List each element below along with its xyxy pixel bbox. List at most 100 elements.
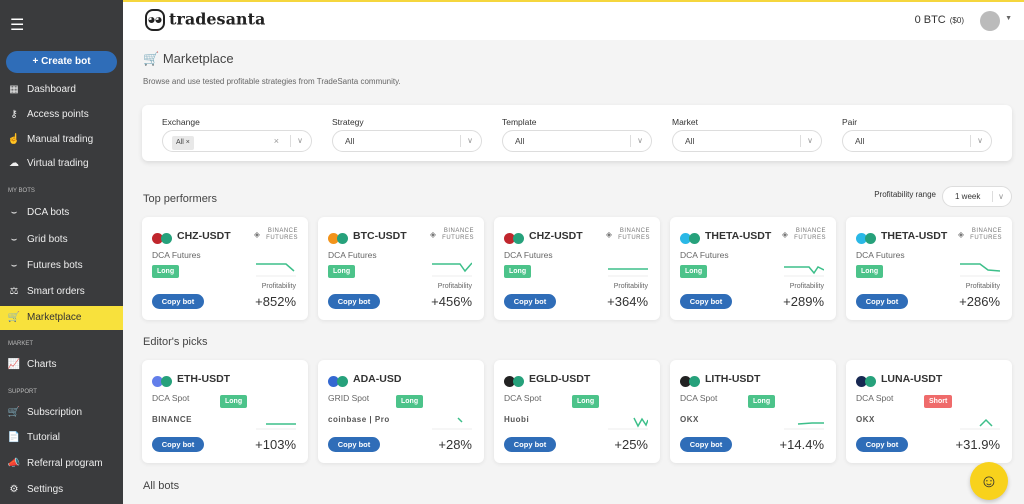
copy-bot-button[interactable]: Copy bot	[856, 437, 908, 452]
sidebar-item-virtual-trading[interactable]: ☁ Virtual trading	[0, 152, 123, 176]
template-select[interactable]: All ∨	[502, 130, 652, 152]
sidebar-item-dashboard[interactable]: ▦ Dashboard	[0, 78, 123, 102]
copy-bot-button[interactable]: Copy bot	[152, 437, 204, 452]
bot-card[interactable]: THETA-USDT ◈ BINANCE FUTURES DCA Futures L…	[670, 217, 836, 320]
exchange-logo: BINANCE FUTURES	[970, 228, 1002, 241]
copy-bot-button[interactable]: Copy bot	[152, 294, 204, 309]
direction-badge: Long	[328, 265, 356, 278]
direction-badge: Long	[152, 265, 180, 278]
exchange-logo: BINANCE FUTURES	[618, 228, 650, 241]
sidebar-item-settings[interactable]: ⚙ Settings	[0, 478, 123, 502]
copy-bot-button[interactable]: Copy bot	[504, 437, 556, 452]
pair-name: BTC-USDT	[353, 230, 407, 242]
exchange-logo: OKX	[680, 415, 699, 424]
profit-sparkline	[784, 422, 824, 430]
exchange-select[interactable]: All × × ∨	[162, 130, 312, 152]
copy-bot-button[interactable]: Copy bot	[680, 294, 732, 309]
binance-logo-icon: ◈	[781, 230, 788, 239]
copy-bot-button[interactable]: Copy bot	[328, 294, 380, 309]
range-value: 1 week	[955, 192, 981, 201]
profit-value: +456%	[431, 294, 472, 309]
sidebar-section-label: MY BOTS	[8, 188, 35, 194]
pair-select[interactable]: All ∨	[842, 130, 992, 152]
brand-name: tradesanta	[169, 9, 266, 29]
pair-name: CHZ-USDT	[177, 230, 231, 242]
exchange-logo: BINANCE FUTURES	[266, 228, 298, 241]
exchange-logo: Huobi	[504, 415, 530, 424]
sidebar-section-label: MARKET	[8, 341, 34, 347]
hand-icon: ☝	[7, 134, 21, 145]
chevron-down-icon: ∨	[630, 135, 643, 147]
sidebar-item-grid-bots[interactable]: ⌣ Grid bots	[0, 228, 123, 252]
market-select[interactable]: All ∨	[672, 130, 822, 152]
sidebar-item-tutorial[interactable]: 📄 Tutorial	[0, 426, 123, 450]
sidebar-item-subscription[interactable]: 🛒 Subscription	[0, 401, 123, 425]
sidebar-item-dca-bots[interactable]: ⌣ DCA bots	[0, 201, 123, 225]
balance: 0 BTC ($0)	[915, 14, 964, 26]
bot-card[interactable]: ETH-USDT BINANCE DCA Spot Long Copy bot +…	[142, 360, 308, 463]
cart-icon: 🛒	[143, 51, 160, 66]
logo[interactable]: ◕◕ tradesanta	[145, 9, 265, 31]
bot-card[interactable]: LUNA-USDT OKX DCA Spot Short Copy bot +31…	[846, 360, 1012, 463]
direction-badge: Short	[924, 395, 953, 408]
copy-bot-button[interactable]: Copy bot	[680, 437, 732, 452]
coin-pair-icon	[680, 374, 702, 387]
exchange-chip[interactable]: All ×	[172, 136, 194, 150]
avatar[interactable]	[980, 11, 1000, 31]
menu-icon[interactable]: ☰	[10, 17, 25, 34]
sidebar-item-futures-bots[interactable]: ⌣ Futures bots	[0, 254, 123, 278]
pair-name: EGLD-USDT	[529, 373, 591, 385]
sidebar-item-access-points[interactable]: ⚷ Access points	[0, 103, 123, 127]
profit-sparkline	[432, 262, 472, 277]
exchange-logo: BINANCE FUTURES	[442, 228, 474, 241]
sidebar-item-charts[interactable]: 📈 Charts	[0, 353, 123, 377]
dca-bots-icon: ⌣	[10, 207, 18, 218]
page-subtitle: Browse and use tested profitable strateg…	[143, 77, 401, 86]
bot-card[interactable]: THETA-USDT ◈ BINANCE FUTURES DCA Futures L…	[846, 217, 1012, 320]
profit-sparkline	[432, 417, 472, 430]
santa-logo-icon: ◕◕	[145, 9, 165, 31]
bot-card[interactable]: EGLD-USDT Huobi DCA Spot Long Copy bot +2…	[494, 360, 660, 463]
chevron-down-icon[interactable]: ▼	[1005, 15, 1012, 22]
sidebar-item-label: Charts	[27, 359, 57, 370]
sidebar-item-smart-orders[interactable]: ⚖ Smart orders	[0, 280, 123, 304]
copy-bot-button[interactable]: Copy bot	[328, 437, 380, 452]
profit-sparkline	[960, 418, 1000, 430]
direction-badge: Long	[396, 395, 424, 408]
sidebar: ☰ + Create bot ▦ Dashboard ⚷ Access points ☝…	[0, 0, 123, 504]
sidebar-item-label: Futures bots	[27, 260, 83, 271]
profit-sparkline	[960, 263, 1000, 277]
bot-card[interactable]: CHZ-USDT ◈ BINANCE FUTURES DCA Futures Lon…	[494, 217, 660, 320]
strategy-select[interactable]: All ∨	[332, 130, 482, 152]
pair-name: CHZ-USDT	[529, 230, 583, 242]
clear-icon[interactable]: ×	[273, 136, 279, 146]
pair-name: THETA-USDT	[881, 230, 948, 242]
sidebar-item-manual-trading[interactable]: ☝ Manual trading	[0, 128, 123, 152]
chevron-down-icon: ∨	[290, 135, 303, 147]
profit-sparkline	[784, 266, 824, 277]
profitability-range-select[interactable]: 1 week ∨	[942, 186, 1012, 207]
sidebar-section-label: SUPPORT	[8, 389, 37, 395]
profit-sparkline	[256, 423, 296, 430]
filters-panel: Exchange All × × ∨ Strategy All ∨ Template All ∨ M…	[142, 105, 1012, 161]
profitability-range-label: Profitability range	[874, 190, 936, 199]
copy-bot-button[interactable]: Copy bot	[504, 294, 556, 309]
bot-card[interactable]: BTC-USDT ◈ BINANCE FUTURES DCA Futures Lon…	[318, 217, 484, 320]
support-chat-button[interactable]: ☺	[970, 462, 1008, 500]
copy-bot-button[interactable]: Copy bot	[856, 294, 908, 309]
direction-badge: Long	[748, 395, 776, 408]
create-bot-button[interactable]: + Create bot	[6, 51, 117, 73]
profit-value: +25%	[614, 437, 648, 452]
sidebar-item-marketplace[interactable]: 🛒 Marketplace	[0, 306, 123, 330]
document-icon: 📄	[7, 432, 21, 443]
bot-card[interactable]: LITH-USDT OKX DCA Spot Long Copy bot +14.…	[670, 360, 836, 463]
sidebar-item-referral-program[interactable]: 📣 Referral program	[0, 452, 123, 476]
exchange-logo: OKX	[856, 415, 875, 424]
bot-card[interactable]: CHZ-USDT ◈ BINANCE FUTURES DCA Futures Lon…	[142, 217, 308, 320]
profit-value: +289%	[783, 294, 824, 309]
sidebar-item-label: Settings	[27, 484, 64, 495]
futures-bots-icon: ⌣	[10, 260, 18, 271]
bot-card[interactable]: ADA-USD coinbase | Pro GRID Spot Long Cop…	[318, 360, 484, 463]
profitability-label: Profitability	[261, 283, 296, 290]
profit-value: +28%	[438, 437, 472, 452]
